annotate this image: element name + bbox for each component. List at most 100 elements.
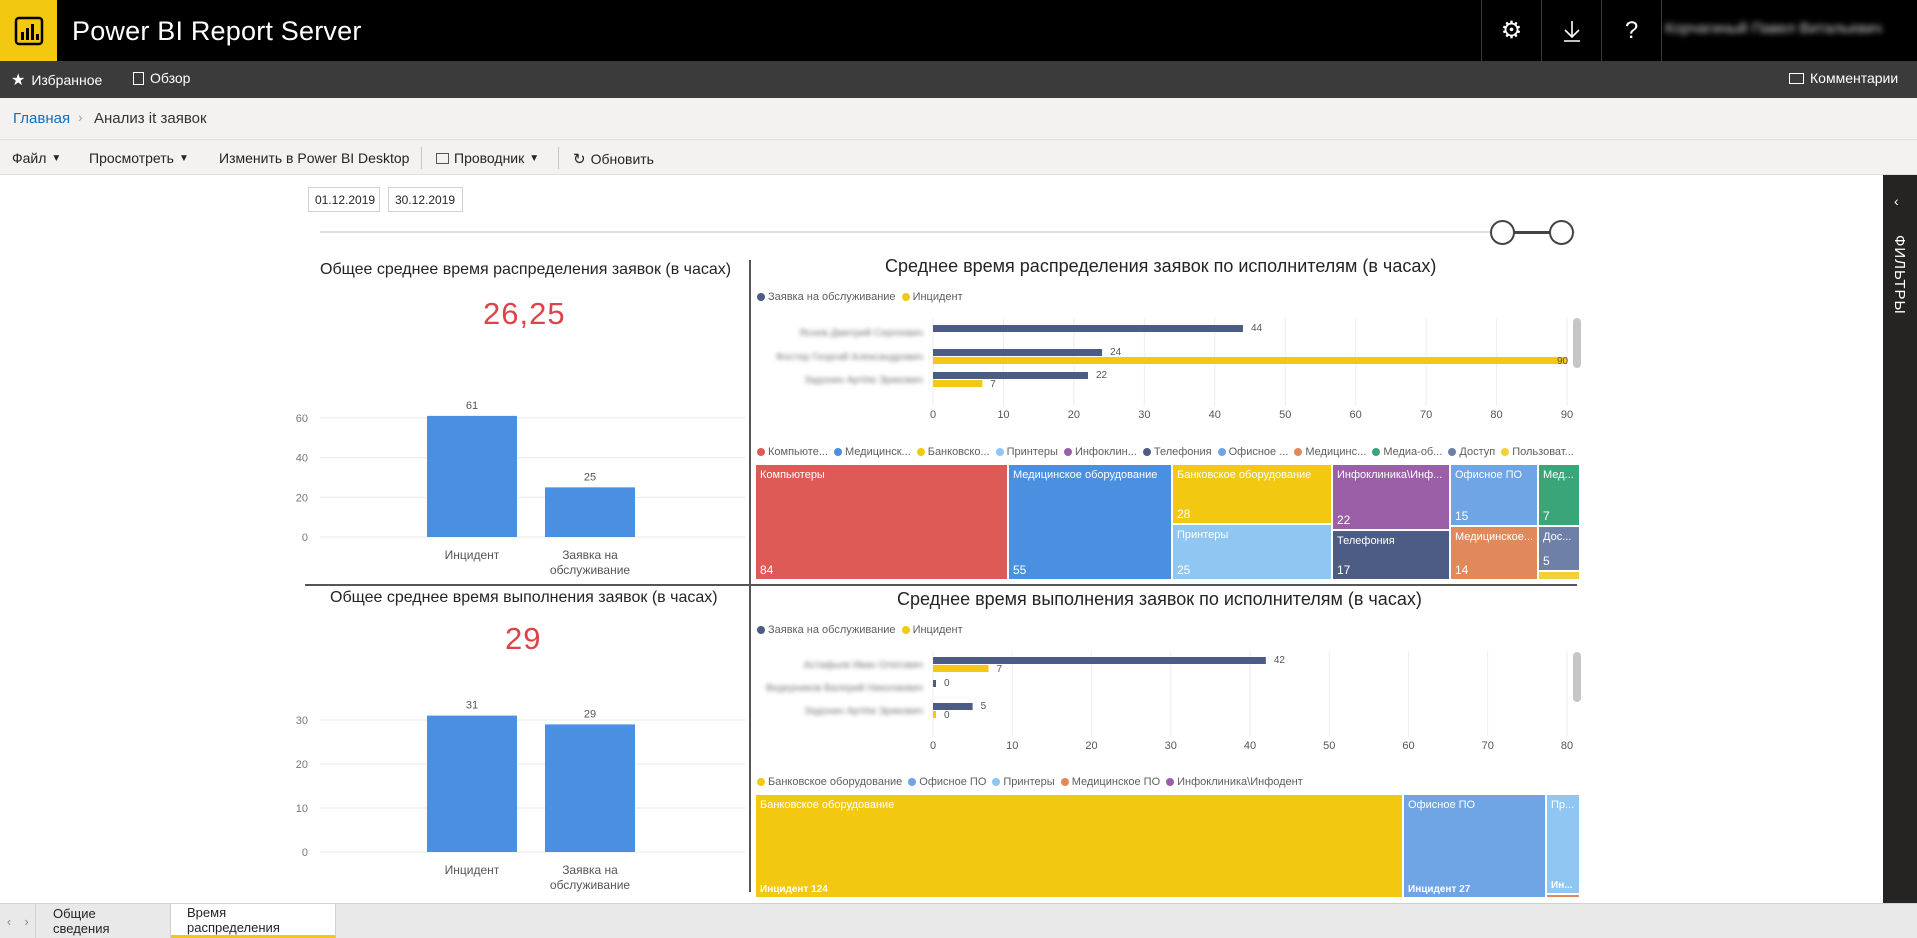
legend-item[interactable]: Медиа-об... <box>1372 446 1442 458</box>
user-menu[interactable] <box>1661 0 1917 61</box>
y-tick-label: 30 <box>296 715 308 727</box>
legend-item[interactable]: Телефония <box>1142 446 1212 458</box>
view-menu-label: Просмотреть <box>89 150 174 166</box>
bar[interactable] <box>545 487 635 537</box>
bar[interactable] <box>933 357 1567 364</box>
tab-scroll-right-icon[interactable]: › <box>18 904 36 938</box>
date-slider-track[interactable] <box>320 231 1575 233</box>
explorer-menu[interactable]: Проводник ▼ <box>436 150 539 166</box>
bar[interactable] <box>933 349 1103 356</box>
breadcrumb-home[interactable]: Главная <box>13 110 71 127</box>
breadcrumb-current: Анализ it заявок <box>94 110 207 127</box>
legend-item[interactable]: Заявка на обслуживание <box>757 624 896 636</box>
bar[interactable] <box>933 703 973 710</box>
dist-exec-bar-chart[interactable]: 0 10 20 30 40 50 60 70 80 90 Яснев Дмитрий Сергеев… <box>755 310 1575 425</box>
power-bi-logo-icon[interactable] <box>0 0 57 61</box>
treemap-cell-label: Банковское оборудование <box>1177 469 1312 481</box>
treemap-cell-label: Принтеры <box>1177 529 1229 541</box>
date-slider-start-handle[interactable] <box>1490 220 1515 245</box>
bar[interactable] <box>933 325 1243 332</box>
treemap-cell[interactable]: Медицинское... 14 <box>1450 526 1538 580</box>
categories-treemap[interactable]: Компьютеры 84 Медицинское оборудование 55 Ба… <box>755 464 1580 580</box>
user-name[interactable]: Корчагиный Павел Витальевич <box>1665 20 1882 37</box>
legend-item[interactable]: Инцидент <box>901 291 963 303</box>
edit-in-desktop-button[interactable]: Изменить в Power BI Desktop <box>219 150 409 166</box>
treemap-cell[interactable]: Телефония 17 <box>1332 530 1450 580</box>
tab-overview[interactable]: Общие сведения <box>37 904 171 938</box>
dist-exec-scrollbar[interactable] <box>1573 318 1581 368</box>
exec-exec-scrollbar[interactable] <box>1573 652 1581 702</box>
file-menu[interactable]: Файл ▼ <box>12 150 61 166</box>
legend-item[interactable]: Принтеры <box>992 776 1055 788</box>
exec-treemap[interactable]: Банковское оборудование Инцидент 124 Офисн… <box>755 794 1580 898</box>
legend-item[interactable]: Офисное ... <box>1217 446 1288 458</box>
treemap-cell[interactable]: Медицинское оборудование 55 <box>1008 464 1172 580</box>
legend-item[interactable]: Медицинс... <box>1294 446 1366 458</box>
legend-label: Инфоклин... <box>1074 446 1137 458</box>
bar[interactable] <box>933 372 1088 379</box>
help-button[interactable]: ? <box>1601 0 1661 61</box>
tab-distribution-time[interactable]: Время распределения <box>171 904 336 938</box>
bar[interactable] <box>427 715 517 852</box>
x-tick-label: 0 <box>930 409 936 421</box>
download-button[interactable] <box>1541 0 1601 61</box>
treemap-cell[interactable]: Принтеры 25 <box>1172 524 1332 580</box>
browse-link[interactable]: Обзор <box>133 70 190 86</box>
bar[interactable] <box>427 415 517 537</box>
date-to-input[interactable]: 30.12.2019 <box>388 187 463 212</box>
treemap-cell[interactable] <box>1546 894 1580 898</box>
view-menu[interactable]: Просмотреть ▼ <box>89 150 189 166</box>
legend-label: Инцидент <box>912 291 963 303</box>
treemap-cell[interactable]: Офисное ПО 15 <box>1450 464 1538 526</box>
bar[interactable] <box>933 657 1266 664</box>
legend-item[interactable]: Банковское оборудование <box>757 776 902 788</box>
legend-item[interactable]: Банковско... <box>916 446 990 458</box>
legend-item[interactable]: Офисное ПО <box>908 776 986 788</box>
bar[interactable] <box>933 711 936 718</box>
legend-item[interactable]: Медицинское ПО <box>1060 776 1160 788</box>
treemap-cell[interactable]: Инфоклиника\Инф... 22 <box>1332 464 1450 530</box>
legend-dot <box>1372 448 1381 456</box>
x-tick-label: 70 <box>1482 740 1494 752</box>
date-from-input[interactable]: 01.12.2019 <box>308 187 380 212</box>
filters-pane[interactable]: ‹ ФИЛЬТРЫ <box>1883 175 1917 903</box>
legend-item[interactable]: Медицинск... <box>833 446 911 458</box>
x-tick-label: 50 <box>1279 409 1291 421</box>
treemap-cell[interactable] <box>1538 571 1580 580</box>
treemap-cell[interactable]: Офисное ПО Инцидент 27 <box>1403 794 1546 898</box>
bar[interactable] <box>545 724 635 852</box>
bar[interactable] <box>933 665 989 672</box>
bar[interactable] <box>933 380 983 387</box>
settings-button[interactable]: ⚙ <box>1481 0 1541 61</box>
comments-button[interactable]: Комментарии <box>1789 70 1898 86</box>
treemap-cell[interactable]: Дос... 5 <box>1538 526 1580 571</box>
legend-item[interactable]: Инцидент <box>901 624 963 636</box>
tab-scroll-left-icon[interactable]: ‹ <box>6 913 12 929</box>
y-tick-label: 20 <box>296 759 308 771</box>
legend-item[interactable]: Компьюте... <box>757 446 828 458</box>
treemap-cell[interactable]: Компьютеры 84 <box>755 464 1008 580</box>
treemap-cell[interactable]: Пр... Ин... <box>1546 794 1580 894</box>
legend-item[interactable]: Заявка на обслуживание <box>757 291 896 303</box>
treemap-cell-label: Офисное ПО <box>1408 799 1476 811</box>
treemap-cell[interactable]: Банковское оборудование 28 <box>1172 464 1332 524</box>
legend-item[interactable]: Пользоват... <box>1501 446 1574 458</box>
app-header: Power BI Report Server ⚙ ? Корчагиный Па… <box>0 0 1917 61</box>
legend-label: Банковское оборудование <box>768 776 903 788</box>
treemap-cell[interactable]: Банковское оборудование Инцидент 124 <box>755 794 1403 898</box>
legend-item[interactable]: Доступ <box>1448 446 1495 458</box>
legend-item[interactable]: Инфоклиника\Инфодент <box>1166 776 1303 788</box>
refresh-button[interactable]: ↻ Обновить <box>573 150 654 168</box>
treemap-cell[interactable]: Мед... 7 <box>1538 464 1580 526</box>
legend-item[interactable]: Принтеры <box>995 446 1058 458</box>
x-tick-label: 20 <box>1085 740 1097 752</box>
favorites-link[interactable]: ★ Избранное <box>11 70 102 90</box>
date-slider-end-handle[interactable] <box>1549 220 1574 245</box>
bar[interactable] <box>933 680 936 687</box>
exec-treemap-legend: Банковское оборудование Офисное ПО Принтер… <box>757 776 1303 788</box>
legend-item[interactable]: Инфоклин... <box>1063 446 1137 458</box>
chevron-left-icon[interactable]: ‹ <box>1894 193 1899 209</box>
